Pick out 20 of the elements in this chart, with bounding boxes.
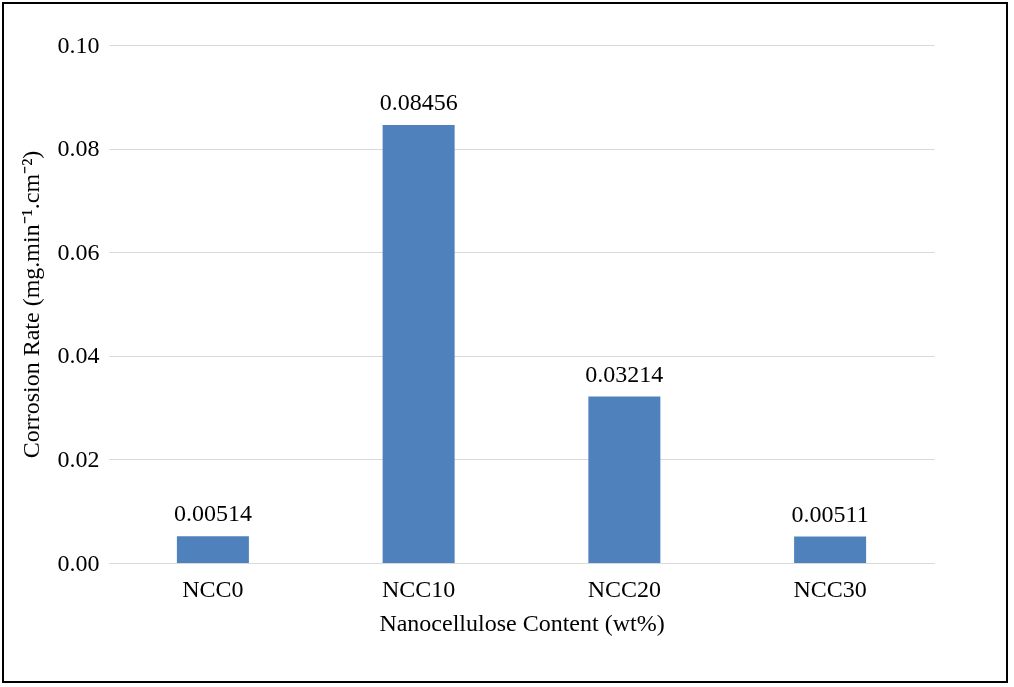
data-label: 0.00511 — [791, 500, 869, 527]
bar — [588, 396, 661, 563]
bar — [794, 536, 867, 563]
y-axis-title: Corrosion Rate (mg.min⁻¹.cm⁻²) — [17, 150, 44, 459]
x-tick-label: NCC30 — [793, 575, 867, 602]
y-tick-label: 0.10 — [57, 31, 100, 58]
y-tick-label: 0.04 — [57, 342, 100, 369]
y-tick-label: 0.02 — [57, 445, 100, 472]
x-axis-title: Nanocellulose Content (wt%) — [379, 609, 665, 636]
y-tick-label: 0.00 — [57, 549, 100, 576]
data-label: 0.08456 — [379, 88, 458, 115]
y-tick-label: 0.06 — [57, 238, 100, 265]
data-label: 0.00514 — [173, 500, 252, 527]
bar — [382, 124, 455, 563]
y-tick-label: 0.08 — [57, 135, 100, 162]
x-tick-label: NCC20 — [587, 575, 662, 602]
x-tick-label: NCC0 — [182, 575, 244, 602]
data-label: 0.03214 — [585, 360, 664, 387]
x-tick-label: NCC10 — [381, 575, 456, 602]
bar — [176, 536, 249, 563]
